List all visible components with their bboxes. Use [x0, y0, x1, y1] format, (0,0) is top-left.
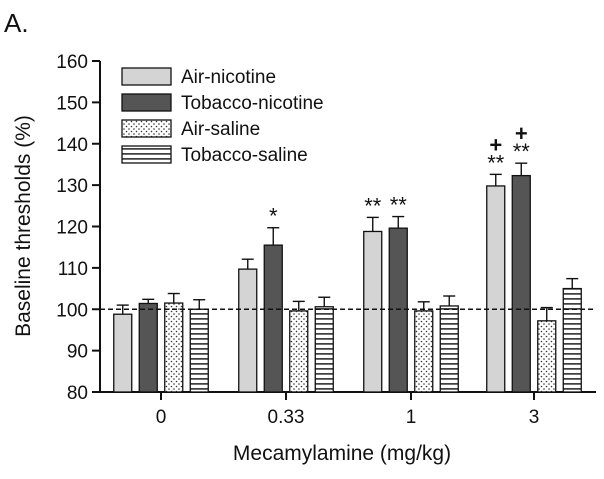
- x-tick-label: 0: [156, 407, 167, 428]
- x-tick-label: 0.33: [268, 407, 305, 428]
- significance-marker: **: [390, 193, 408, 218]
- y-tick-label: 90: [67, 342, 88, 363]
- legend-swatch: [121, 145, 172, 164]
- legend-label: Air-nicotine: [181, 67, 276, 88]
- y-tick-label: 120: [56, 218, 88, 239]
- significance-marker: **: [487, 150, 505, 175]
- bar: [388, 227, 408, 393]
- x-tick-label: 3: [529, 407, 540, 428]
- bar: [289, 310, 309, 393]
- bar: [138, 302, 158, 393]
- bar: [562, 287, 582, 393]
- bar: [314, 306, 334, 393]
- significance-marker-plus: +: [515, 121, 528, 146]
- bar: [414, 310, 434, 393]
- y-tick-label: 160: [56, 52, 88, 73]
- y-tick-label: 150: [56, 93, 88, 114]
- x-axis-label: Mecamylamine (mg/kg): [233, 442, 451, 465]
- y-tick-label: 130: [56, 176, 88, 197]
- bar: [189, 308, 209, 393]
- legend-label: Air-saline: [181, 119, 260, 140]
- bar: [263, 244, 283, 393]
- legend-label: Tobacco-nicotine: [181, 93, 324, 114]
- bar: [113, 313, 133, 393]
- y-tick-label: 80: [67, 383, 88, 404]
- y-axis-label: Baseline thresholds (%): [12, 115, 35, 337]
- legend-swatch: [121, 93, 172, 112]
- legend-label: Tobacco-saline: [181, 145, 308, 166]
- y-tick-label: 100: [56, 300, 88, 321]
- legend-swatch: [121, 67, 172, 86]
- bar: [486, 185, 506, 393]
- significance-marker-plus: +: [489, 132, 502, 157]
- bar: [511, 174, 531, 393]
- panel-label: A.: [4, 8, 29, 38]
- bar: [164, 302, 184, 393]
- y-tick-label: 110: [58, 259, 88, 280]
- significance-marker: **: [513, 139, 531, 164]
- bar: [537, 320, 557, 393]
- bar: [363, 230, 383, 393]
- significance-marker: **: [364, 193, 382, 218]
- bar: [238, 268, 258, 393]
- legend-swatch: [121, 119, 172, 138]
- bar: [439, 305, 459, 393]
- x-tick-label: 1: [406, 407, 417, 428]
- y-tick-label: 140: [56, 135, 88, 156]
- significance-marker: *: [269, 204, 278, 229]
